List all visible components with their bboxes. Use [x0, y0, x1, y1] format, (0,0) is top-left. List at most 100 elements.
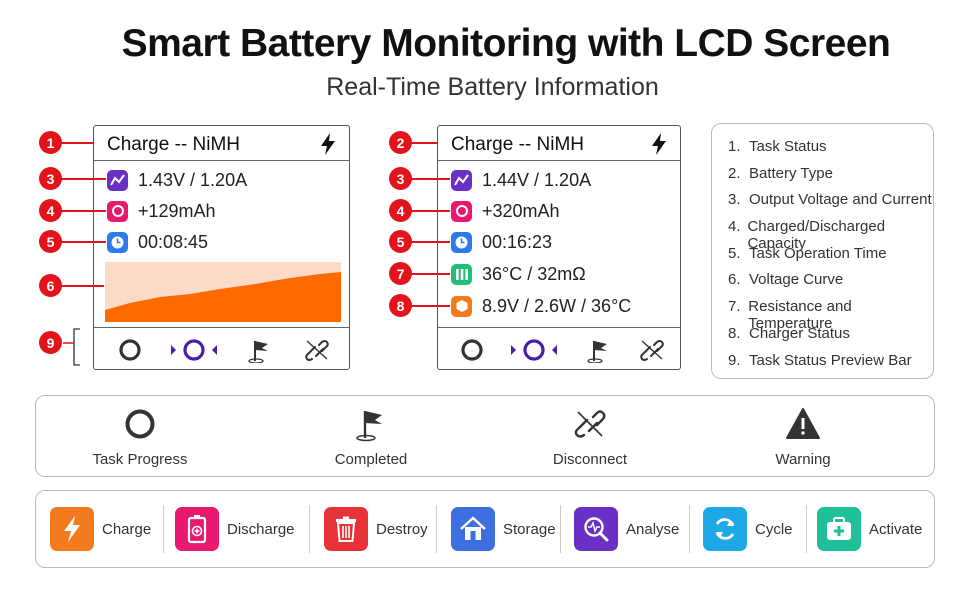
badge-5: 5 — [389, 230, 412, 253]
badge-8: 8 — [389, 294, 412, 317]
battery-type-label: Charge -- NiMH — [107, 134, 241, 155]
lcd-screen-charge-detail: Charge -- NiMH 1.44V / 1.20A +320mAh 00:… — [437, 125, 681, 370]
badge-leader-line — [408, 178, 450, 180]
time-row: 00:08:45 — [107, 230, 208, 254]
mode-label: Destroy — [376, 520, 428, 538]
badge-5: 5 — [39, 230, 62, 253]
mode-label: Cycle — [755, 520, 793, 538]
magnifier-wave-icon — [574, 507, 618, 551]
status-warning: Warning — [723, 406, 883, 468]
flag-icon — [587, 341, 607, 363]
voltage-current-value: 1.43V / 1.20A — [138, 169, 248, 190]
legend-item: 6. Voltage Curve — [728, 271, 844, 289]
status-label: Task Progress — [92, 451, 188, 468]
mode-cycle: Cycle — [703, 505, 793, 553]
clock-icon — [107, 231, 128, 253]
legend-item: 2. Battery Type — [728, 164, 833, 182]
capacity-value: +320mAh — [482, 200, 560, 221]
divider — [436, 505, 437, 553]
charger-status-row: 8.9V / 2.6W / 36°C — [451, 294, 631, 318]
task-preview-bar — [94, 327, 349, 369]
battery-minus-icon — [175, 507, 219, 551]
status-label: Completed — [334, 451, 408, 468]
resistance-temperature-value: 36°C / 32mΩ — [482, 263, 586, 284]
mode-label: Activate — [869, 520, 923, 538]
voltage-current-row: 1.44V / 1.20A — [451, 168, 591, 192]
badge-7: 7 — [389, 262, 412, 285]
divider — [806, 505, 807, 553]
broken-link-icon — [305, 340, 329, 361]
ring-icon — [119, 339, 141, 361]
mode-charge: Charge — [50, 505, 151, 553]
broken-link-icon — [574, 410, 606, 438]
badge-9: 9 — [39, 331, 62, 354]
legend-item: 7. Resistance and Temperature — [728, 298, 852, 333]
badge-4: 4 — [389, 199, 412, 222]
legend-item: 4. Charged/Discharged Capacity — [728, 218, 886, 253]
page-subtitle: Real-Time Battery Information — [326, 73, 659, 101]
divider — [163, 505, 164, 553]
mode-destroy: Destroy — [324, 505, 428, 553]
status-task-progress: Task Progress — [60, 406, 220, 468]
badge-leader-line — [60, 178, 106, 180]
preview-bar-bracket — [63, 328, 80, 366]
badge-leader-line — [408, 142, 438, 144]
voltage-wave-icon — [451, 169, 472, 191]
charger-hexagon-icon — [451, 295, 472, 317]
mode-label: Storage — [503, 520, 556, 538]
badge-leader-line — [408, 210, 450, 212]
status-label: Warning — [775, 451, 831, 468]
badge-leader-line — [60, 285, 104, 287]
badge-3: 3 — [39, 167, 62, 190]
badge-leader-line — [60, 241, 106, 243]
badge-1: 1 — [39, 131, 62, 154]
battery-type-label: Charge -- NiMH — [451, 134, 585, 155]
modes-panel: Charge Discharge Destroy Storage Analyse… — [35, 490, 935, 568]
clock-icon — [451, 231, 472, 253]
capacity-ring-icon — [451, 200, 472, 222]
cycle-arrows-icon — [703, 507, 747, 551]
ring-icon — [125, 409, 155, 439]
legend-item: 8. Charger Status — [728, 324, 850, 342]
screen-header: Charge -- NiMH — [94, 126, 349, 161]
status-label: Disconnect — [552, 451, 628, 468]
flag-icon — [248, 341, 268, 363]
capacity-row: +320mAh — [451, 199, 560, 223]
legend-item: 1. Task Status — [728, 138, 827, 155]
badge-leader-line — [60, 210, 106, 212]
status-icons-panel: Task Progress Completed Disconnect Warni… — [35, 395, 935, 477]
active-ring-icon — [511, 339, 557, 361]
voltage-wave-icon — [107, 169, 128, 191]
divider — [309, 505, 310, 553]
badge-leader-line — [60, 142, 94, 144]
legend-item: 9. Task Status Preview Bar — [728, 351, 912, 369]
badge-leader-line — [408, 305, 450, 307]
time-value: 00:16:23 — [482, 231, 553, 252]
screen-header: Charge -- NiMH — [438, 126, 680, 161]
warning-icon — [786, 408, 820, 439]
capacity-row: +129mAh — [107, 199, 216, 223]
badge-4: 4 — [39, 199, 62, 222]
task-preview-bar — [438, 327, 680, 369]
ring-icon — [461, 339, 483, 361]
mode-storage: Storage — [451, 505, 556, 553]
badge-2: 2 — [389, 131, 412, 154]
page-title: Smart Battery Monitoring with LCD Screen — [121, 22, 891, 65]
badge-6: 6 — [39, 274, 62, 297]
divider — [689, 505, 690, 553]
badge-3: 3 — [389, 167, 412, 190]
divider — [560, 505, 561, 553]
mode-activate: Activate — [817, 505, 922, 553]
voltage-curve — [105, 262, 341, 322]
legend-list: 1. Task Status 2. Battery Type 3. Output Vo… — [711, 123, 934, 379]
capacity-ring-icon — [107, 200, 128, 222]
house-icon — [451, 507, 495, 551]
mode-label: Analyse — [626, 520, 680, 538]
voltage-current-value: 1.44V / 1.20A — [482, 169, 592, 190]
mode-label: Discharge — [227, 520, 295, 538]
trash-icon — [324, 507, 368, 551]
mode-discharge: Discharge — [175, 505, 295, 553]
first-aid-icon — [817, 507, 861, 551]
time-value: 00:08:45 — [138, 231, 209, 252]
capacity-value: +129mAh — [138, 200, 216, 221]
